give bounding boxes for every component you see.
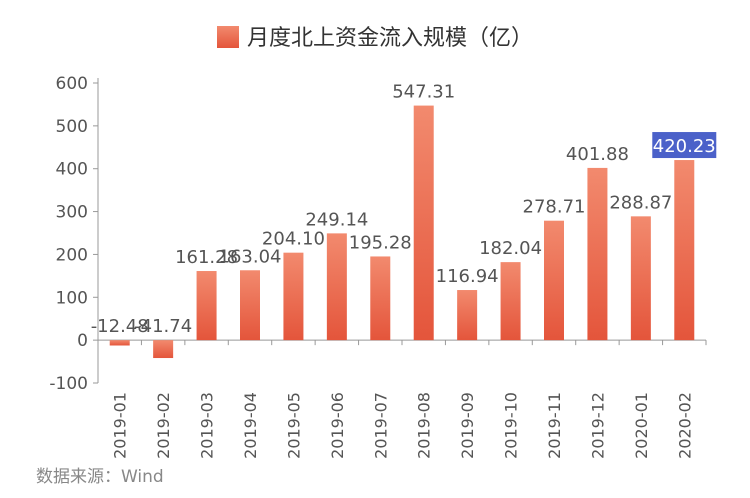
bar xyxy=(587,167,608,341)
x-tick-label: 2019-09 xyxy=(458,392,477,459)
bar xyxy=(630,216,651,341)
x-tick-label: 2019-08 xyxy=(415,392,434,459)
x-tick-label: 2020-02 xyxy=(675,392,694,459)
x-tick-label: 2019-06 xyxy=(328,392,347,459)
y-tick-label: 400 xyxy=(56,160,88,180)
x-tick-label: 2020-01 xyxy=(632,392,651,459)
bar xyxy=(370,256,391,341)
bar xyxy=(283,252,304,341)
data-label: 278.71 xyxy=(523,197,586,218)
data-label: 401.88 xyxy=(566,144,629,165)
bar xyxy=(196,271,217,341)
bar xyxy=(413,105,434,341)
x-tick-label: 2019-05 xyxy=(284,392,303,459)
data-label: -41.74 xyxy=(134,316,192,337)
data-label: 161.28 xyxy=(175,247,238,268)
y-tick-label: 0 xyxy=(77,331,88,351)
x-tick-label: 2019-04 xyxy=(241,392,260,459)
bar xyxy=(153,340,174,359)
bar xyxy=(674,160,695,341)
bar xyxy=(544,220,564,341)
x-tick-label: 2019-12 xyxy=(588,392,607,459)
data-label: 288.87 xyxy=(609,192,672,213)
data-label: 116.94 xyxy=(436,266,499,287)
x-tick-label: 2019-11 xyxy=(545,392,564,459)
x-tick-label: 2019-02 xyxy=(154,392,173,459)
bar xyxy=(457,290,478,341)
data-label: 547.31 xyxy=(392,82,455,103)
data-label: 204.10 xyxy=(262,229,325,250)
data-label: 249.14 xyxy=(305,209,368,230)
bar xyxy=(109,340,130,346)
x-tick-label: 2019-10 xyxy=(502,392,521,459)
bar xyxy=(326,233,347,341)
data-label: 182.04 xyxy=(479,238,542,259)
y-tick-label: 100 xyxy=(56,288,88,308)
data-label: -12.48 xyxy=(91,316,149,337)
legend-label: 月度北上资金流入规模（亿） xyxy=(246,26,533,51)
y-tick-label: -100 xyxy=(49,374,88,394)
data-source: 数据来源：Wind xyxy=(36,467,164,487)
chart-legend: 月度北上资金流入规模（亿） xyxy=(0,20,750,52)
x-tick-label: 2019-01 xyxy=(111,392,130,459)
data-label: 195.28 xyxy=(349,232,412,253)
y-tick-label: 200 xyxy=(56,245,88,265)
x-tick-label: 2019-03 xyxy=(198,392,217,459)
legend-swatch xyxy=(216,26,239,48)
y-tick-label: 300 xyxy=(56,203,88,223)
data-label: 163.04 xyxy=(219,246,282,267)
bar xyxy=(500,262,521,341)
data-label: 420.23 xyxy=(653,136,716,157)
bar xyxy=(240,270,260,341)
y-tick-label: 500 xyxy=(56,117,88,137)
x-tick-label: 2019-07 xyxy=(371,392,390,459)
y-tick-label: 600 xyxy=(56,74,88,94)
highlight-label-box xyxy=(652,132,717,159)
